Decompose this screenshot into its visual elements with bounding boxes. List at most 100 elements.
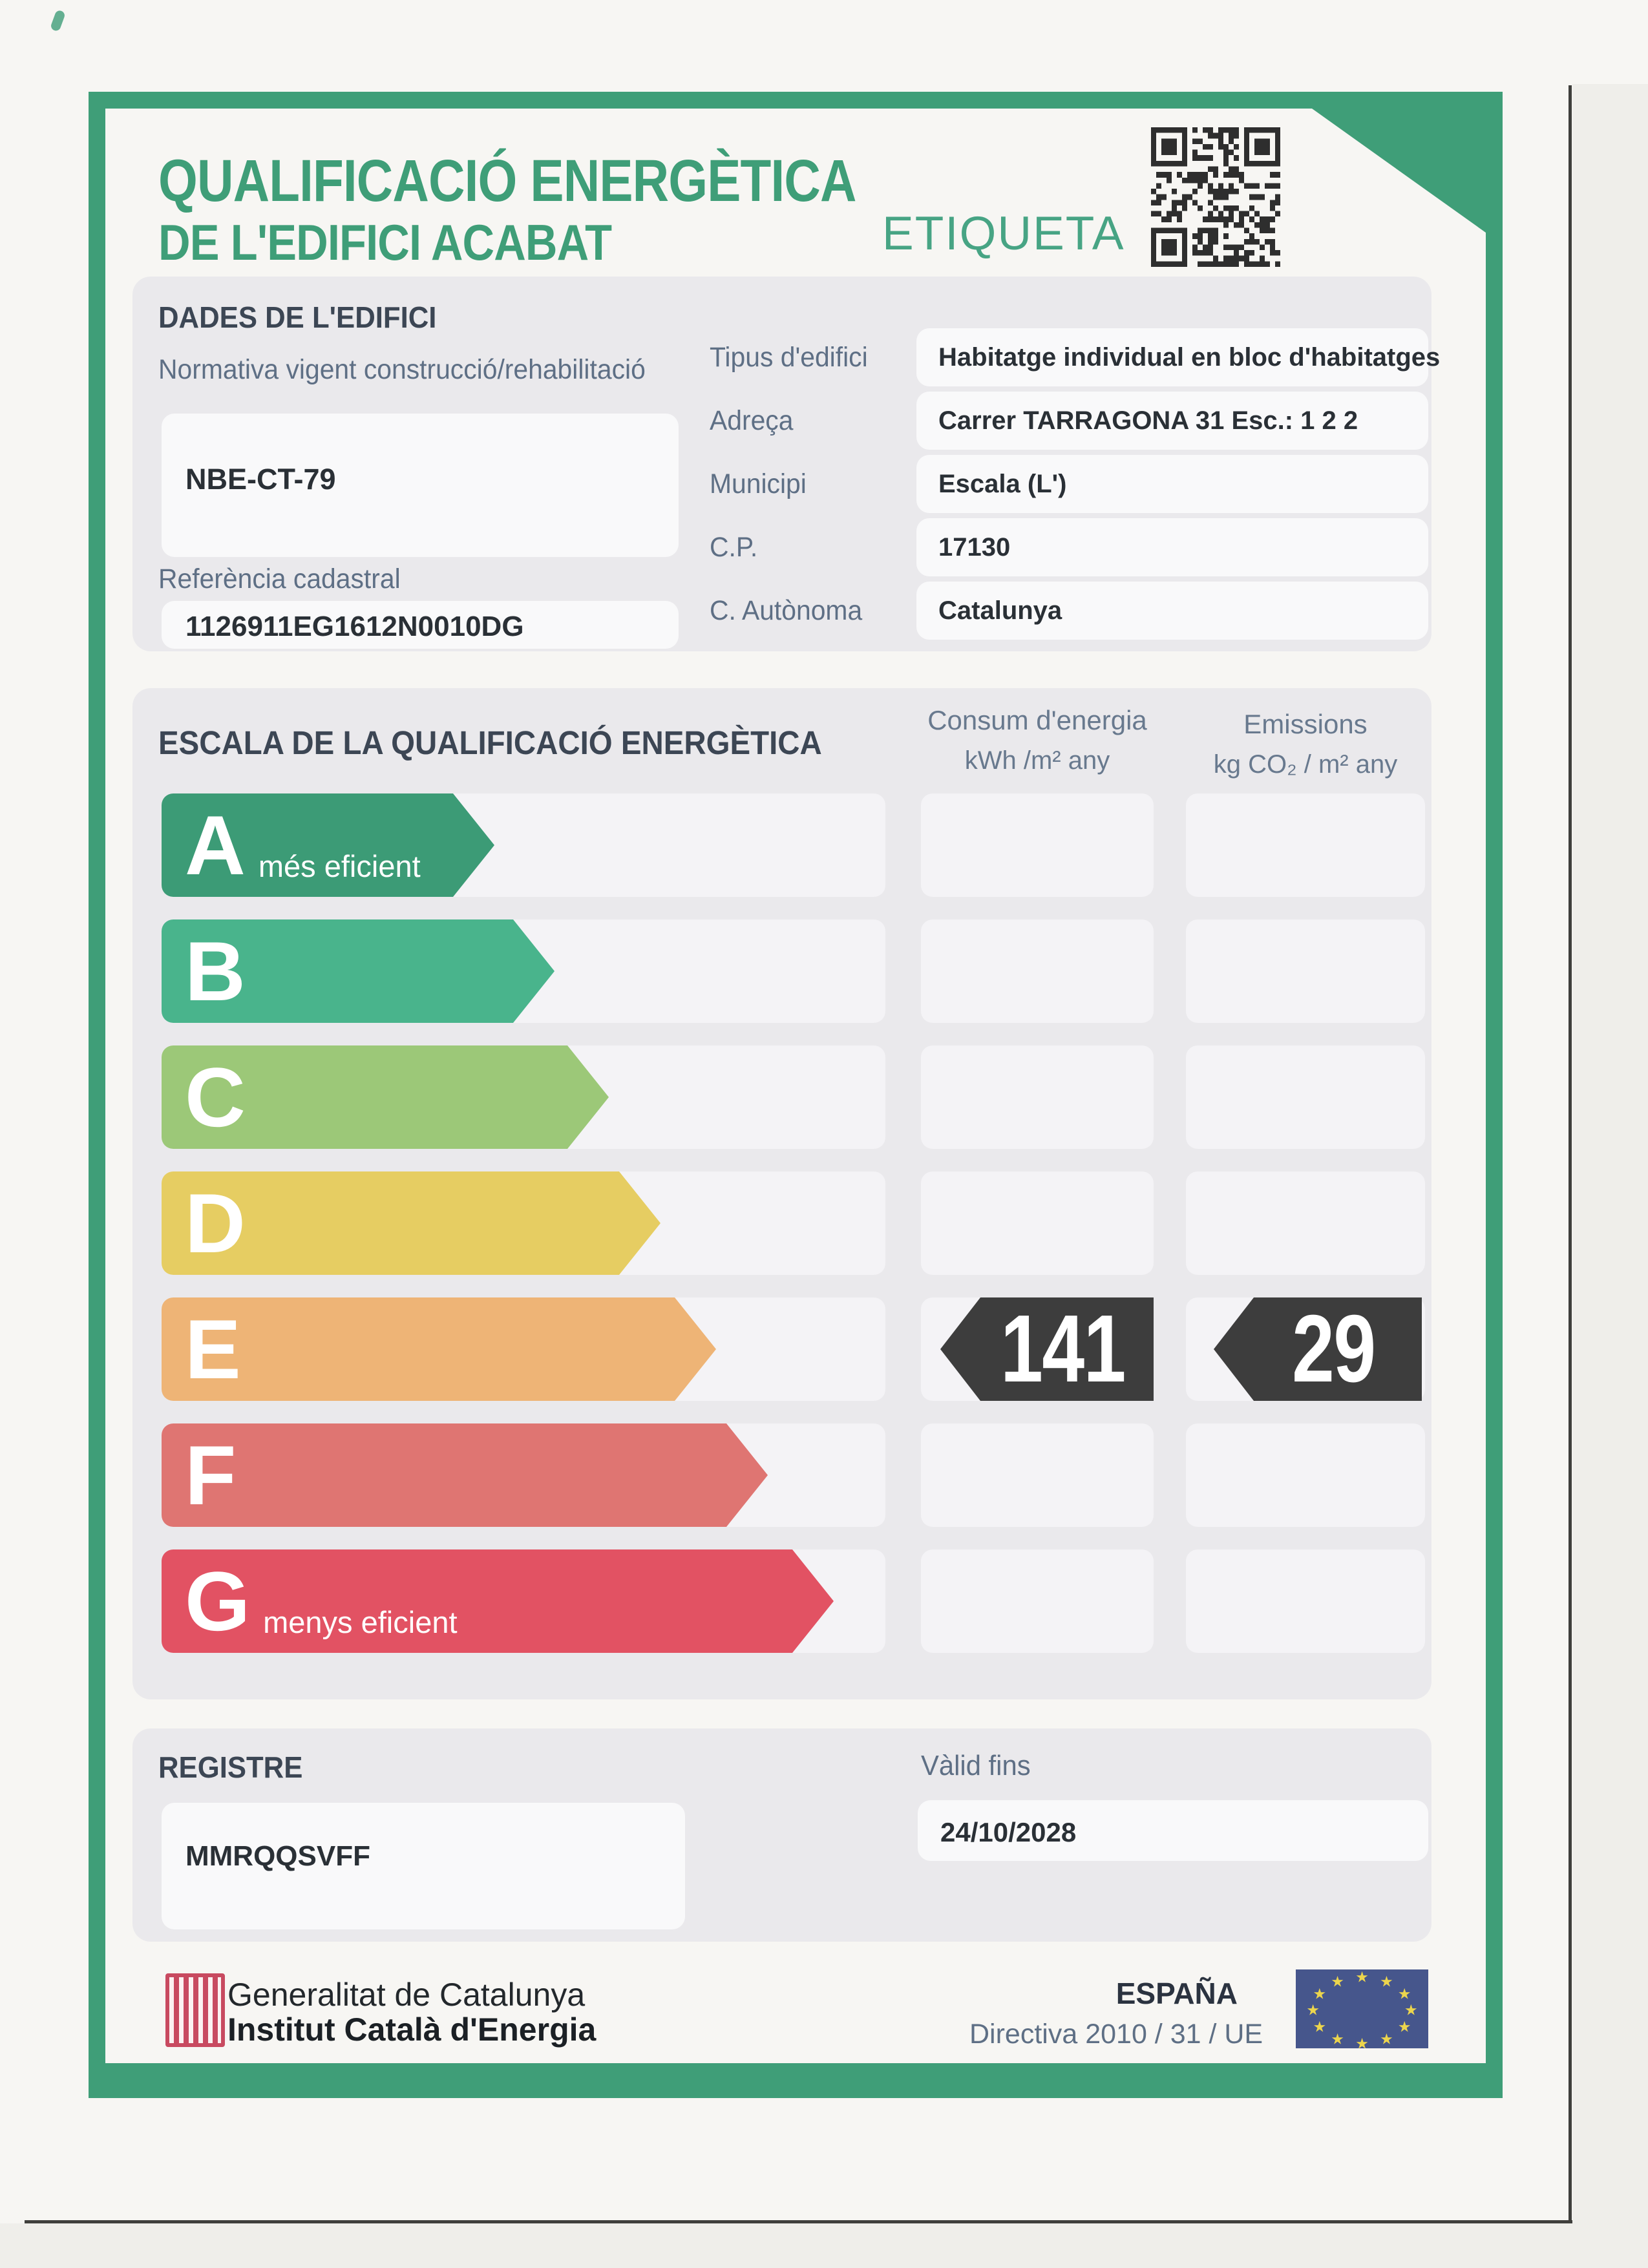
consum-header-title: Consum d'energia [927, 705, 1147, 735]
emissions-cell [1186, 1549, 1425, 1653]
eu-star-icon: ★ [1313, 2018, 1327, 2035]
consum-cell [921, 919, 1154, 1023]
field-value-adreca: Carrer TARRAGONA 31 Esc.: 1 2 2 [938, 406, 1358, 435]
emissions-header-units: kg CO₂ / m² any [1213, 750, 1398, 779]
band-letter: E [185, 1302, 241, 1396]
registre-field [162, 1803, 685, 1929]
band-letter: F [185, 1428, 237, 1522]
eu-star-icon: ★ [1404, 2001, 1418, 2019]
band-arrow-tip [675, 1297, 716, 1401]
band-bar-g: G menys eficient [162, 1549, 792, 1653]
registre-value: MMRQQSVFF [185, 1840, 370, 1872]
frame-right-border [1486, 92, 1503, 2098]
scan-bed-right [1572, 84, 1648, 2268]
consum-rating-value: 141 [1000, 1296, 1126, 1402]
page-title-line2: DE L'EDIFICI ACABAT [158, 214, 612, 271]
field-box-tipus [916, 328, 1428, 386]
emissions-cell [1186, 1171, 1425, 1275]
normativa-value: NBE-CT-79 [185, 463, 336, 496]
paper-edge-right [1569, 85, 1572, 2221]
referencia-label: Referència cadastral [158, 563, 401, 594]
eu-star-icon: ★ [1397, 2018, 1411, 2035]
scale-row-b: B [0, 919, 1648, 1023]
emissions-cell [1186, 1045, 1425, 1149]
band-arrow-tip [726, 1423, 768, 1527]
eu-star-icon: ★ [1331, 2030, 1344, 2048]
frame-bottom-border [89, 2063, 1503, 2098]
emissions-header-title: Emissions [1243, 709, 1368, 739]
scan-bed-bottom [0, 2223, 1648, 2268]
emissions-column-header: Emissions kg CO₂ / m² any [1186, 704, 1425, 784]
field-value-autonoma: Catalunya [938, 596, 1062, 625]
rating-scale-heading: ESCALA DE LA QUALIFICACIÓ ENERGÈTICA [158, 724, 822, 761]
eu-star-icon: ★ [1306, 2001, 1320, 2019]
emissions-rating-value: 29 [1291, 1296, 1376, 1402]
eu-star-icon: ★ [1397, 1985, 1411, 2002]
band-bar-c: C [162, 1045, 567, 1149]
band-bar-b: B [162, 919, 513, 1023]
referencia-value: 1126911EG1612N0010DG [185, 611, 524, 642]
band-letter: B [185, 924, 246, 1018]
country-label: ESPAÑA [1115, 1977, 1238, 2010]
eu-star-icon: ★ [1355, 1969, 1369, 1986]
field-value-tipus: Habitatge individual en bloc d'habitatge… [938, 343, 1441, 372]
scale-row-g: G menys eficient [0, 1549, 1648, 1653]
emissions-cell [1186, 919, 1425, 1023]
frame-left-border [89, 92, 105, 2098]
normativa-field [162, 414, 679, 557]
band-bar-e: E [162, 1297, 675, 1401]
consum-cell [921, 793, 1154, 897]
frame-corner-triangle [1312, 109, 1486, 233]
directive-label: Directiva 2010 / 31 / UE [969, 2019, 1263, 2050]
eu-star-icon: ★ [1313, 1985, 1327, 2002]
field-box-autonoma [916, 582, 1428, 640]
field-label-autonoma: C. Autònoma [710, 595, 863, 626]
band-note: menys eficient [263, 1605, 458, 1639]
valid-fins-label: Vàlid fins [921, 1750, 1031, 1781]
field-box-municipi [916, 455, 1428, 513]
referencia-field [162, 601, 679, 649]
frame-top-border [89, 92, 1503, 109]
band-note: més eficient [258, 849, 421, 883]
org-name: Generalitat de Catalunya [227, 1977, 586, 2013]
consum-cell [921, 1171, 1154, 1275]
scan-artifact [49, 9, 67, 32]
band-arrow-tip [567, 1045, 609, 1149]
scale-row-a: A més eficient [0, 793, 1648, 897]
band-letter: D [185, 1176, 246, 1270]
band-arrow-tip [453, 793, 494, 897]
consum-cell [921, 1045, 1154, 1149]
band-arrow-tip [513, 919, 555, 1023]
etiqueta-label: ETIQUETA [882, 207, 1125, 260]
registre-heading: REGISTRE [158, 1750, 303, 1784]
scale-row-c: C [0, 1045, 1648, 1149]
consum-cell [921, 1549, 1154, 1653]
band-bar-f: F [162, 1423, 726, 1527]
band-letter: G [185, 1554, 251, 1648]
band-arrow-tip [619, 1171, 660, 1275]
page-title-line1: QUALIFICACIÓ ENERGÈTICA [158, 148, 856, 214]
field-label-tipus: Tipus d'edifici [710, 342, 868, 373]
scale-row-f: F [0, 1423, 1648, 1527]
normativa-label: Normativa vigent construcció/rehabilitac… [158, 354, 646, 385]
field-label-adreca: Adreça [710, 405, 794, 436]
band-arrow-tip [792, 1549, 834, 1653]
eu-star-icon: ★ [1355, 2035, 1369, 2048]
eu-flag: ★ ★ ★ ★ ★ ★ ★ ★ ★ ★ ★ ★ [1296, 1969, 1428, 2048]
eu-star-icon: ★ [1380, 1973, 1393, 1990]
org-institute: Institut Català d'Energia [227, 2011, 597, 2048]
consum-column-header: Consum d'energia kWh /m² any [921, 700, 1154, 781]
band-bar-a: A més eficient [162, 793, 453, 897]
emissions-cell [1186, 1423, 1425, 1527]
eu-star-icon: ★ [1380, 2030, 1393, 2048]
band-letter: A [185, 798, 246, 892]
valid-fins-value: 24/10/2028 [940, 1817, 1077, 1847]
emissions-rating-tag: 29 [1214, 1297, 1422, 1401]
paper-edge-bottom [25, 2220, 1572, 2223]
field-label-municipi: Municipi [710, 468, 807, 499]
band-letter: C [185, 1050, 246, 1144]
eu-star-icon: ★ [1331, 1973, 1344, 1990]
field-box-cp [916, 518, 1428, 576]
generalitat-logo [165, 1973, 225, 2047]
